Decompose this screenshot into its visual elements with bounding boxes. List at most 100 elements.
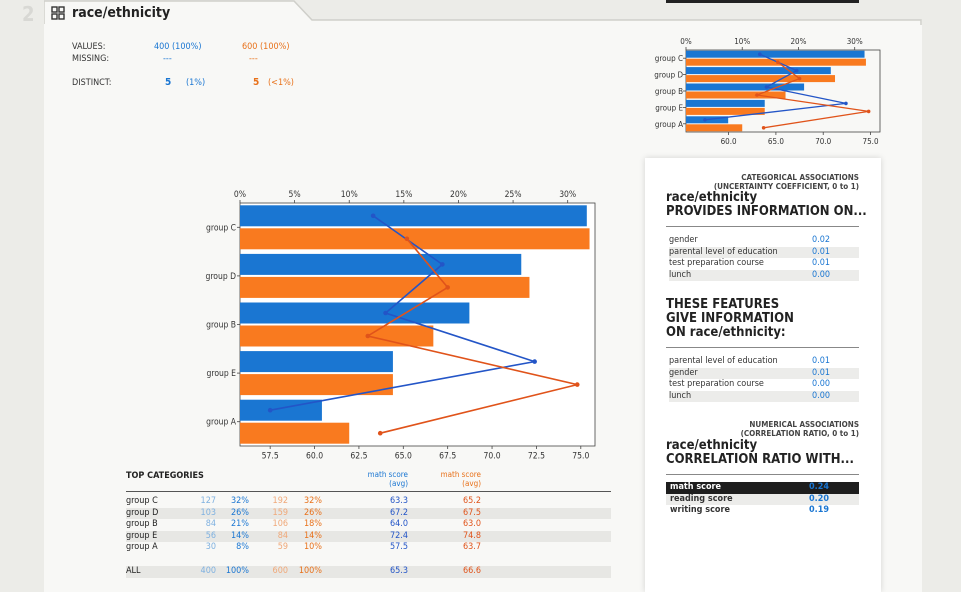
mini-bar-blue [686, 50, 865, 58]
numerical-assoc-title: NUMERICAL ASSOCIATIONS [749, 420, 859, 429]
main-top-tick-label: 15% [395, 190, 412, 200]
mini-avg-point-blue [844, 101, 848, 106]
association-value: 0.01 [812, 356, 831, 366]
main-bar-blue [240, 253, 522, 275]
associations-panel: CATEGORICAL ASSOCIATIONS (UNCERTAINTY CO… [645, 158, 881, 592]
cell-bavg: 72.4 [389, 530, 408, 541]
correlation-row: writing score 0.19 [666, 505, 859, 517]
association-row: test preparation course 0.00 [669, 379, 859, 391]
feature-number: 2 [22, 2, 35, 26]
feature-title: race/ethnicity [72, 5, 171, 21]
association-value: 0.01 [812, 246, 831, 257]
association-name: parental level of education [669, 246, 778, 257]
table-row: group E 56 14% 84 14% 72.4 74.8 [126, 530, 611, 543]
cell-bc: 103 [200, 507, 216, 518]
cell-bavg: 65.3 [389, 566, 408, 576]
cell-bp: 32% [231, 496, 249, 506]
panel-tab-outline [44, 0, 922, 25]
main-avg-point-blue [383, 310, 388, 316]
corr-title-1: race/ethnicity [666, 438, 758, 453]
mini-avg-point-orange [797, 76, 802, 81]
mini-avg-point-blue [794, 68, 799, 73]
mini-bottom-tick-label: 70.0 [815, 137, 831, 146]
col-head-orange: math score (avg) [431, 470, 481, 488]
main-avg-point-blue [440, 262, 445, 267]
mini-bar-orange [686, 124, 743, 132]
association-name: gender [669, 367, 698, 378]
main-bottom-tick-label: 62.5 [350, 452, 367, 462]
table-row: group A 30 8% 59 10% 57.5 63.7 [126, 542, 611, 554]
mini-top-tick-label: 20% [790, 37, 806, 46]
cell-oc: 159 [272, 507, 288, 518]
main-top-tick-label: 25% [505, 190, 522, 200]
table-row-all: ALL 400 100% 600 100% 65.3 66.6 [126, 566, 611, 578]
association-row: test preparation course 0.01 [669, 258, 859, 270]
main-category-label: group A [206, 418, 237, 428]
given-title-3: ON race/ethnicity: [666, 325, 786, 340]
main-top-tick-label: 10% [341, 190, 358, 200]
cell-oc: 59 [277, 542, 288, 553]
main-bar-orange [240, 325, 434, 347]
cell-op: 26% [304, 507, 322, 518]
corr-title: race/ethnicity CORRELATION RATIO WITH... [666, 439, 854, 467]
main-category-label: group D [205, 272, 236, 282]
main-avg-point-blue [532, 359, 537, 364]
association-value: 0.00 [812, 379, 831, 389]
mini-category-label: group D [654, 71, 683, 80]
main-bar-orange [240, 276, 530, 298]
mini-category-label: group C [655, 54, 683, 63]
mini-avg-point-orange [761, 126, 766, 130]
cell-oc: 192 [272, 496, 288, 506]
cell-bavg: 57.5 [389, 542, 408, 553]
cell-bp: 100% [225, 566, 249, 576]
correlation-name: writing score [670, 505, 730, 515]
main-avg-point-orange [377, 430, 383, 436]
cell-oavg: 74.8 [462, 530, 481, 541]
main-bar-blue [240, 302, 470, 324]
main-bar-orange [240, 422, 350, 444]
previous-panel-edge [666, 0, 859, 3]
correlation-row: reading score 0.20 [666, 493, 859, 505]
mini-top-tick-label: 0% [680, 37, 692, 46]
main-avg-point-orange [404, 236, 410, 242]
cell-oavg: 65.2 [462, 496, 481, 506]
cell-name: group B [126, 519, 158, 530]
association-name: parental level of education [669, 356, 778, 366]
mini-bar-orange [686, 107, 765, 115]
mini-top-tick-label: 10% [734, 37, 750, 46]
table-row: group D 103 26% 159 26% 67.2 67.5 [126, 507, 611, 520]
cell-bc: 30 [205, 542, 216, 553]
provides-title-2: PROVIDES INFORMATION ON... [666, 204, 867, 219]
col-head-blue-2: (avg) [389, 479, 408, 488]
provides-title-1: race/ethnicity [666, 190, 758, 205]
correlation-name: reading score [670, 493, 733, 504]
top-categories-title: TOP CATEGORIES [126, 471, 204, 481]
main-category-label: group C [206, 223, 236, 233]
mini-avg-point-orange [866, 109, 871, 114]
main-avg-point-orange [365, 333, 371, 339]
distinct-orange: 5 [253, 77, 260, 88]
mini-avg-point-blue [758, 52, 762, 56]
main-bar-blue [240, 205, 587, 227]
distinct-blue-pct: (1%) [186, 78, 206, 88]
correlation-name: math score [670, 482, 722, 492]
mini-avg-point-blue [764, 85, 769, 89]
values-orange: 600 (100%) [242, 42, 290, 52]
correlation-value: 0.20 [809, 493, 829, 504]
provides-divider [666, 226, 859, 227]
cell-bc: 84 [205, 519, 216, 530]
main-bottom-tick-label: 70.0 [484, 452, 501, 462]
cell-bp: 21% [231, 519, 249, 530]
main-top-tick-label: 30% [559, 190, 576, 200]
given-list: parental level of education 0.01 gender 0.0… [669, 356, 859, 402]
mini-category-label: group E [655, 103, 683, 112]
distinct-blue: 5 [165, 77, 172, 88]
categorical-assoc-title: CATEGORICAL ASSOCIATIONS [741, 173, 859, 182]
mini-avg-point-blue [703, 118, 707, 122]
cell-oavg: 63.7 [462, 542, 481, 553]
correlation-row: math score 0.24 [666, 482, 859, 494]
association-name: lunch [669, 269, 692, 280]
numerical-assoc-subtitle: (CORRELATION RATIO, 0 to 1) [740, 429, 859, 438]
given-title-2: GIVE INFORMATION [666, 311, 794, 326]
